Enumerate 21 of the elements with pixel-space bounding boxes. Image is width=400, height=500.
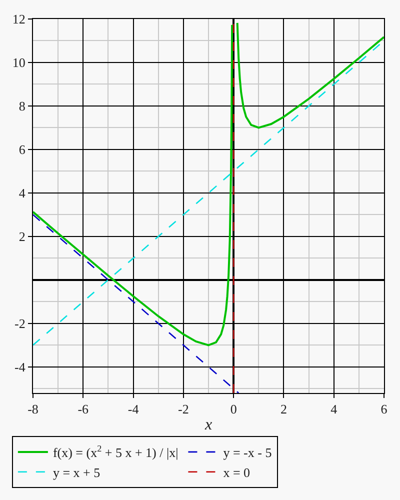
y-tick-label: 8 <box>18 98 26 114</box>
legend-label: y = x + 5 <box>52 464 100 480</box>
legend-label: f(x) = (x$^{2}$ + 5 x + 1) / |x| <box>52 444 178 460</box>
y-tick-label: 6 <box>18 142 26 158</box>
x-tick-label: -2 <box>178 402 189 417</box>
y-tick-label: -4 <box>14 359 26 374</box>
x-tick-label: -8 <box>28 402 38 417</box>
legend-label: y = -x - 5 <box>223 445 272 460</box>
x-tick-label: -4 <box>128 402 140 417</box>
y-tick-label: 10 <box>12 55 26 70</box>
legend-label: x = 0 <box>223 464 250 480</box>
y-tick-label: 12 <box>12 12 26 27</box>
x-tick-label: 4 <box>330 402 338 417</box>
y-tick-label: 4 <box>18 186 26 200</box>
y-tick-label: 2 <box>18 228 26 244</box>
x-axis-title: x <box>204 416 212 434</box>
y-tick-label: -2 <box>14 316 26 331</box>
x-tick-label: 2 <box>280 402 287 417</box>
x-tick-label: -6 <box>78 402 90 417</box>
x-tick-label: 6 <box>380 402 388 417</box>
x-tick-label: 0 <box>230 402 237 417</box>
